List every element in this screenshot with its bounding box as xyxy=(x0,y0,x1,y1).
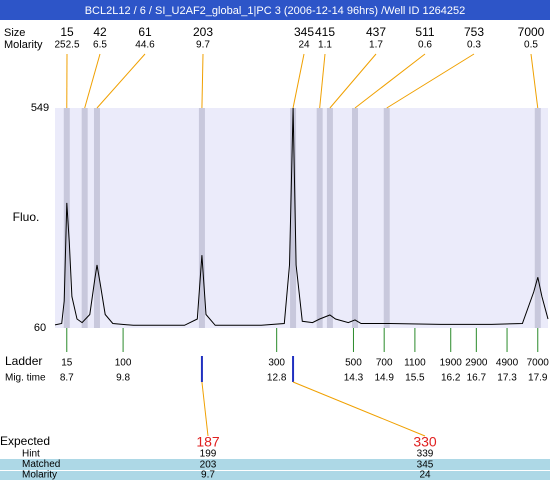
peak-molarity: 0.6 xyxy=(418,40,432,51)
peak-band xyxy=(93,108,100,328)
peak-size: 437 xyxy=(366,25,386,39)
peak-size: 345 xyxy=(294,25,314,39)
trace xyxy=(54,107,549,326)
peak-band xyxy=(326,108,333,328)
peak-molarity: 1.7 xyxy=(369,40,383,51)
peak-molarity: 252.5 xyxy=(54,40,79,51)
ladder-time: 14.9 xyxy=(374,373,394,384)
peak-link xyxy=(530,53,539,109)
ladder-time: 14.3 xyxy=(344,373,364,384)
matched-value: 203 xyxy=(200,460,217,471)
y-axis-label: Fluo. xyxy=(13,210,40,224)
peak-molarity: 1.1 xyxy=(318,40,332,51)
peak-link xyxy=(84,53,101,109)
peak-size: 42 xyxy=(93,25,107,39)
ladder-time: 16.7 xyxy=(467,373,487,384)
peak-size: 753 xyxy=(464,25,484,39)
ladder-size: 500 xyxy=(345,358,362,369)
expected-label: Expected xyxy=(0,434,50,448)
peak-size: 203 xyxy=(193,25,213,39)
peak-molarity: 0.3 xyxy=(467,40,481,51)
ladder-time: 15.5 xyxy=(405,373,425,384)
peak-size: 61 xyxy=(138,25,152,39)
peak-band xyxy=(198,108,205,328)
time-label: Mig. time xyxy=(5,373,46,384)
peak-size: 15 xyxy=(60,25,74,39)
molarity-value: 24 xyxy=(419,470,431,480)
peak-row-label: Size xyxy=(4,27,25,39)
peak-link xyxy=(354,53,426,109)
molarity-value: 9.7 xyxy=(201,470,215,480)
peak-link xyxy=(201,53,204,109)
expected-link xyxy=(292,381,426,437)
hint-value: 199 xyxy=(200,449,217,460)
peak-link xyxy=(319,53,326,109)
ladder-size: 700 xyxy=(376,358,393,369)
ladder-size: 300 xyxy=(268,358,285,369)
ladder-size: 4900 xyxy=(496,358,519,369)
peak-size: 415 xyxy=(315,25,335,39)
ladder-time: 9.8 xyxy=(116,373,130,384)
peak-band xyxy=(351,108,358,328)
peak-band xyxy=(81,108,88,328)
ladder-time: 16.2 xyxy=(441,373,461,384)
y-tick-label: 60 xyxy=(34,322,46,334)
peak-link xyxy=(96,53,146,109)
peak-size: 511 xyxy=(415,25,434,39)
matched-value: 345 xyxy=(417,460,434,471)
ladder-size: 1900 xyxy=(440,358,463,369)
ladder-time: 8.7 xyxy=(60,373,74,384)
peak-link xyxy=(329,53,377,109)
peak-row-label: Molarity xyxy=(4,39,43,51)
expected-value: 330 xyxy=(413,434,437,450)
ladder-time: 12.8 xyxy=(267,373,287,384)
peak-link xyxy=(292,53,305,109)
ladder-size: 7000 xyxy=(527,358,550,369)
ladder-size: 15 xyxy=(61,358,73,369)
ladder-size: 100 xyxy=(115,358,132,369)
ladder-size: 1100 xyxy=(404,358,426,369)
hint-value: 339 xyxy=(417,449,434,460)
expected-row-label: Molarity xyxy=(22,470,57,480)
expected-link xyxy=(201,381,209,437)
peak-molarity: 24 xyxy=(298,40,310,51)
peak-molarity: 0.5 xyxy=(524,40,538,51)
ladder-time: 17.9 xyxy=(528,373,548,384)
peak-link xyxy=(386,53,475,109)
plot-area xyxy=(55,108,548,328)
peak-band xyxy=(534,108,541,328)
peak-size: 7000 xyxy=(518,25,545,39)
ladder-size: 2900 xyxy=(465,358,488,369)
expected-row-label: Hint xyxy=(22,449,40,460)
title-bar xyxy=(0,0,550,20)
ladder-label: Ladder xyxy=(5,354,42,368)
peak-band xyxy=(290,108,297,328)
expected-value: 187 xyxy=(196,434,220,450)
peak-molarity: 9.7 xyxy=(196,40,210,51)
peak-molarity: 6.5 xyxy=(93,40,107,51)
peak-band xyxy=(316,108,323,328)
y-tick-label: 549 xyxy=(31,102,49,114)
peak-band xyxy=(383,108,390,328)
expected-row-label: Matched xyxy=(22,459,60,470)
ladder-time: 17.3 xyxy=(497,373,517,384)
peak-molarity: 44.6 xyxy=(135,40,155,51)
molarity-band xyxy=(0,471,550,480)
title: BCL2L12 / 6 / SI_U2AF2_global_1|PC 3 (20… xyxy=(85,5,466,17)
matched-band xyxy=(0,459,550,470)
